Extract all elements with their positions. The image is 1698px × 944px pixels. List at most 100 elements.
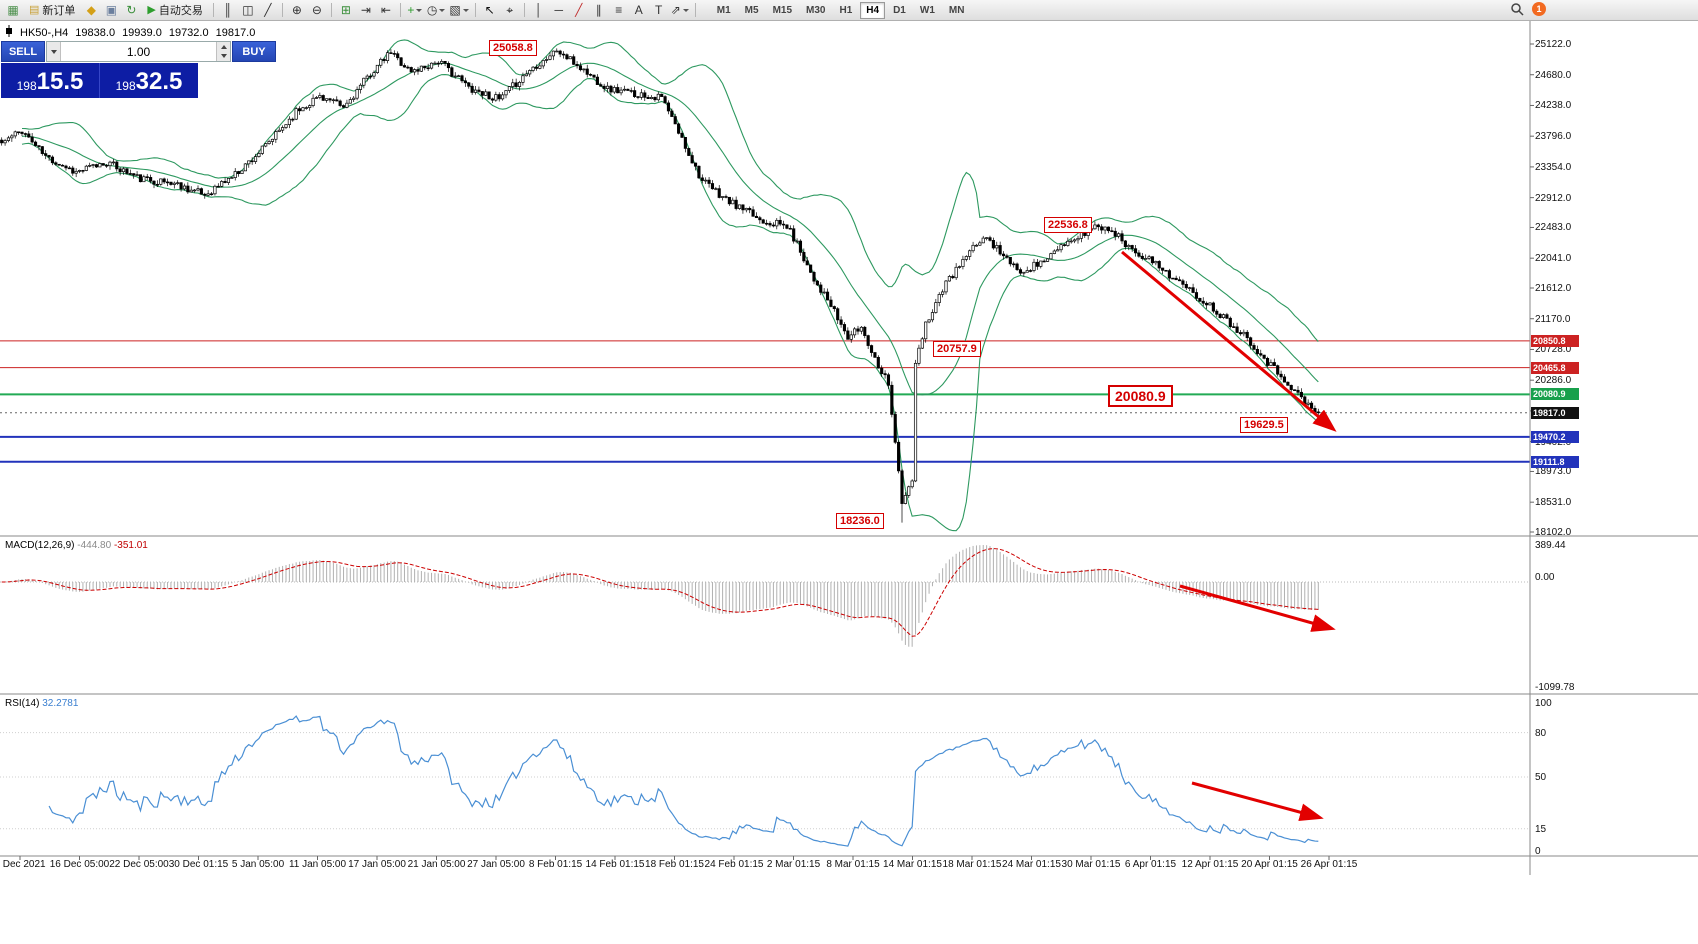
price-tick-label: 24680.0 xyxy=(1535,69,1572,81)
time-tick-label: 27 Jan 05:00 xyxy=(467,859,525,870)
print-icon[interactable]: ▣ xyxy=(101,2,121,19)
time-tick-label: 16 Dec 05:00 xyxy=(49,859,110,870)
toolbar-button-label: 自动交易 xyxy=(158,5,203,17)
rsi-label: RSI(14) 32.2781 xyxy=(5,698,78,709)
sell-button[interactable]: SELL xyxy=(1,41,45,62)
indicators-icon[interactable]: + xyxy=(405,2,425,19)
channel-icon[interactable]: ∥ xyxy=(589,2,609,19)
templates-icon[interactable]: ▧ xyxy=(447,2,470,19)
rsi-tick-label: 0 xyxy=(1535,846,1541,857)
crosshair-icon: ⌖ xyxy=(506,3,514,17)
zoom-out-icon: ⊖ xyxy=(311,3,322,17)
timeframe-m5[interactable]: M5 xyxy=(744,4,759,16)
fibonacci-icon: ≡ xyxy=(615,3,623,17)
chart-shift-icon[interactable]: ⇤ xyxy=(376,2,396,19)
zoom-out-icon[interactable]: ⊖ xyxy=(307,2,327,19)
arrows-icon[interactable]: ⇗ xyxy=(669,2,691,19)
volume-dropdown-button[interactable] xyxy=(47,42,61,61)
buy-button[interactable]: BUY xyxy=(232,41,276,62)
vertical-line-icon[interactable]: │ xyxy=(529,2,549,19)
search-icon[interactable] xyxy=(1510,2,1524,16)
price-tag: 19817.0 xyxy=(1531,406,1579,419)
vertical-line-icon: │ xyxy=(534,3,543,17)
new-chart-icon: ▦ xyxy=(7,3,19,17)
volume-control xyxy=(46,41,231,62)
timeframe-d1[interactable]: D1 xyxy=(893,4,906,16)
autotrade-button[interactable]: ▶ 自动交易 xyxy=(141,2,208,19)
timeframe-mn[interactable]: MN xyxy=(948,4,965,16)
chevron-down-icon xyxy=(50,49,57,54)
fibonacci-icon[interactable]: ≡ xyxy=(609,2,629,19)
new-order-icon: ▤ xyxy=(29,3,40,16)
buy-price[interactable]: 198 32.5 xyxy=(99,63,198,98)
volume-up-button[interactable] xyxy=(217,42,230,52)
new-chart-icon[interactable]: ▦ xyxy=(3,2,23,19)
timeframe-m15[interactable]: M15 xyxy=(772,4,793,16)
toolbar-separator xyxy=(330,3,332,17)
toolbar-items: ▦ ▤ 新订单 ◆ ▣ ↻ ▶ 自动交易 ║ ◫ ╱ ⊕ ⊖ ⊞ ⇥ ⇤ + ◷ ▧ ↖ ⌖ │ ─ ╱ ∥ ≡ A T ⇗ xyxy=(3,2,700,19)
time-tick-label: 18 Feb 01:15 xyxy=(645,859,704,870)
metaeditor-icon: ◆ xyxy=(86,3,97,17)
timeframe-m30[interactable]: M30 xyxy=(806,4,826,16)
new-order-button[interactable]: ▤ 新订单 xyxy=(23,2,81,19)
price-annotation[interactable]: 18236.0 xyxy=(836,513,884,529)
volume-input[interactable] xyxy=(61,42,216,61)
text-icon[interactable]: A xyxy=(629,2,649,19)
crosshair-icon[interactable]: ⌖ xyxy=(500,2,520,19)
metaeditor-icon[interactable]: ◆ xyxy=(81,2,101,19)
text-label-icon[interactable]: T xyxy=(649,2,669,19)
time-tick-label: 8 Mar 01:15 xyxy=(826,859,880,870)
cursor-icon[interactable]: ↖ xyxy=(480,2,500,19)
refresh-icon[interactable]: ↻ xyxy=(121,2,141,19)
timeframe-h4[interactable]: H4 xyxy=(860,1,886,19)
price-tick-label: 21612.0 xyxy=(1535,283,1572,294)
price-tick-label: 24238.0 xyxy=(1535,100,1572,112)
auto-scroll-icon[interactable]: ⇥ xyxy=(356,2,376,19)
line-chart-icon[interactable]: ╱ xyxy=(258,2,278,19)
rsi-name: RSI(14) xyxy=(5,698,40,709)
dropdown-arrow-icon xyxy=(462,8,469,12)
candlestick-icon[interactable]: ◫ xyxy=(238,2,258,19)
price-tick-label: 22912.0 xyxy=(1535,192,1572,204)
notification-badge[interactable]: 1 xyxy=(1532,2,1546,16)
toolbar-separator xyxy=(212,3,214,17)
price-annotation[interactable]: 22536.8 xyxy=(1044,217,1092,233)
price-tick-label: 23354.0 xyxy=(1535,161,1572,173)
toolbar: ▦ ▤ 新订单 ◆ ▣ ↻ ▶ 自动交易 ║ ◫ ╱ ⊕ ⊖ ⊞ ⇥ ⇤ + ◷ ▧ ↖ ⌖ │ ─ ╱ ∥ ≡ A T ⇗ M1 M5 M… xyxy=(0,0,1698,21)
time-tick-label: 26 Apr 01:15 xyxy=(1300,859,1358,870)
channel-icon: ∥ xyxy=(595,3,602,17)
price-annotation[interactable]: 20080.9 xyxy=(1108,385,1173,407)
price-tick-label: 22041.0 xyxy=(1535,253,1572,265)
price-annotation[interactable]: 20757.9 xyxy=(933,341,981,357)
price-tick-label: 22483.0 xyxy=(1535,222,1572,234)
high-value: 19939.0 xyxy=(122,26,162,39)
timeframe-m1[interactable]: M1 xyxy=(716,4,731,16)
price-annotation[interactable]: 25058.8 xyxy=(489,40,537,56)
rsi-tick-label: 50 xyxy=(1535,772,1547,783)
time-tick-label: 24 Mar 01:15 xyxy=(1002,859,1061,870)
time-tick-label: 22 Dec 05:00 xyxy=(109,859,169,870)
horizontal-line-icon[interactable]: ─ xyxy=(549,2,569,19)
trendline-icon[interactable]: ╱ xyxy=(569,2,589,19)
timeframe-w1[interactable]: W1 xyxy=(919,4,935,16)
open-value: 19838.0 xyxy=(75,26,116,39)
timeframe-h1[interactable]: H1 xyxy=(839,4,853,16)
bar-chart-icon: ║ xyxy=(223,3,233,17)
low-value: 19732.0 xyxy=(168,26,209,39)
periods-icon[interactable]: ◷ xyxy=(425,2,447,19)
bar-chart-icon[interactable]: ║ xyxy=(218,2,238,19)
zoom-in-icon[interactable]: ⊕ xyxy=(287,2,307,19)
volume-down-button[interactable] xyxy=(217,51,230,61)
macd-main-value: -444.80 xyxy=(77,540,112,551)
price-annotation[interactable]: 19629.5 xyxy=(1240,417,1288,433)
tile-windows-icon[interactable]: ⊞ xyxy=(336,2,356,19)
autotrade-icon: ▶ xyxy=(147,3,156,16)
horizontal-line-icon: ─ xyxy=(554,3,563,17)
sell-price[interactable]: 198 15.5 xyxy=(1,63,99,98)
price-prefix: 198 xyxy=(16,79,37,93)
volume-stepper xyxy=(216,42,230,61)
